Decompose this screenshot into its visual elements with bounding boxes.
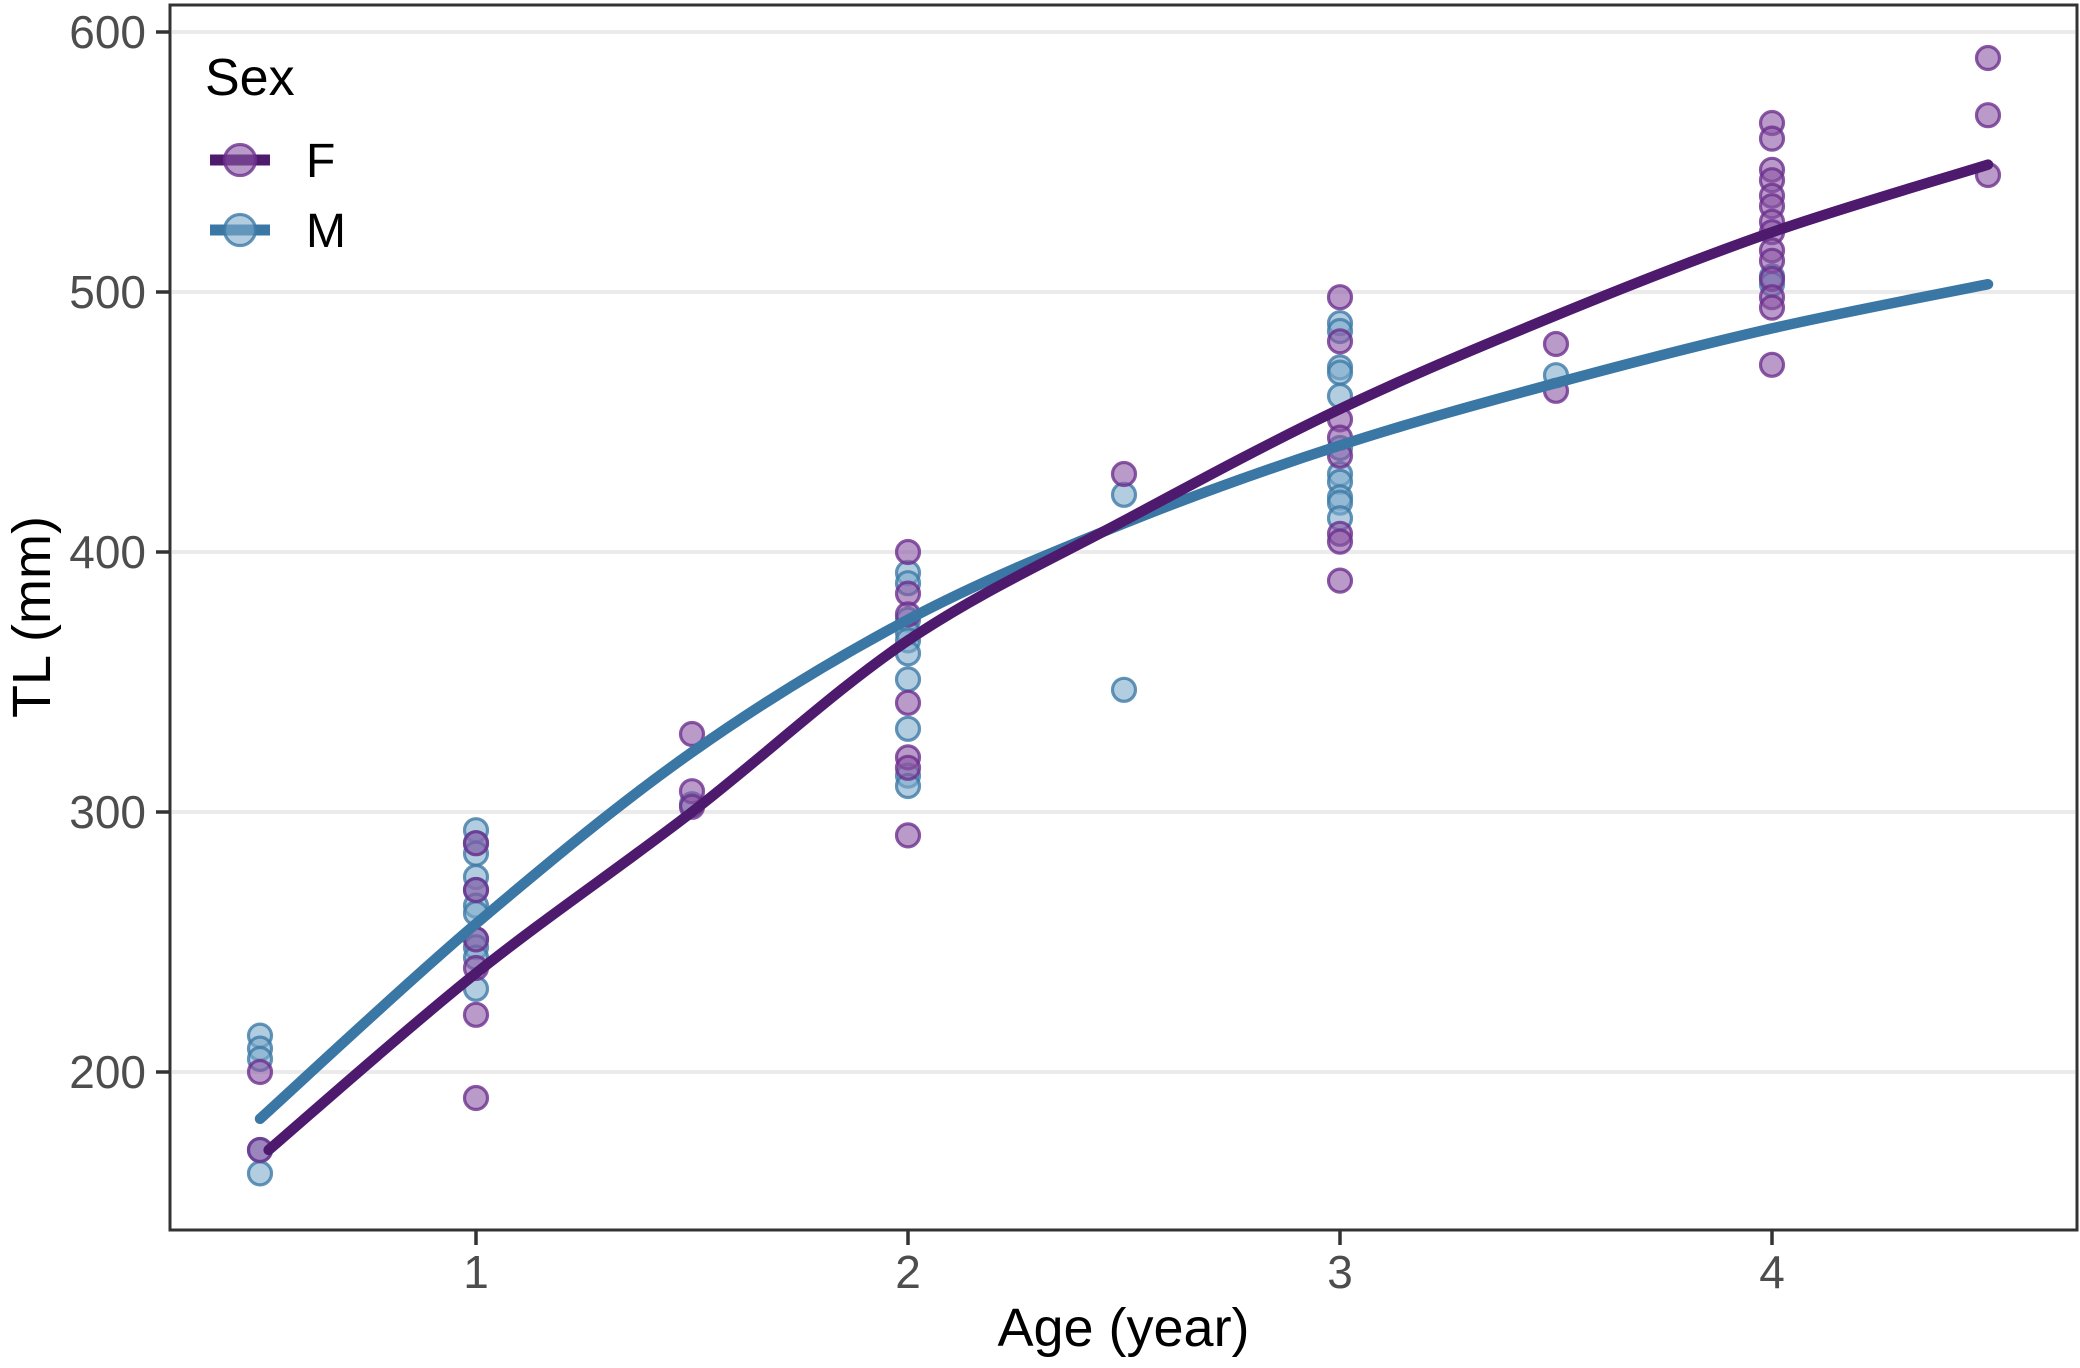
data-point-f — [1758, 294, 1786, 321]
x-tick-label: 2 — [895, 1246, 921, 1298]
plot-panel — [170, 5, 2077, 1230]
x-tick-label: 3 — [1327, 1246, 1353, 1298]
data-point-m — [1326, 359, 1354, 386]
y-tick-label: 400 — [69, 526, 146, 578]
data-point-f — [462, 1001, 490, 1028]
data-point-f — [1542, 330, 1570, 358]
data-point-f — [894, 538, 922, 566]
x-tick-label: 1 — [463, 1246, 489, 1298]
data-point-f — [462, 876, 490, 904]
data-point-f — [246, 1058, 274, 1086]
data-point-f — [462, 1084, 490, 1112]
x-axis-title: Age (year) — [997, 1298, 1249, 1358]
data-point-m — [894, 666, 922, 693]
legend-title: Sex — [205, 49, 295, 107]
legend-label-f: F — [306, 135, 335, 188]
data-point-f — [1326, 567, 1354, 594]
data-point-f — [894, 822, 922, 849]
data-point-f — [894, 754, 922, 781]
data-point-f — [1758, 351, 1786, 378]
fit-line-f — [263, 159, 1994, 1156]
data-point-m — [246, 1160, 274, 1187]
panel-border — [168, 3, 2079, 1232]
data-point-f — [1326, 528, 1354, 555]
data-point-f — [1974, 44, 2002, 72]
data-point-f — [894, 689, 922, 716]
data-point-f — [1326, 328, 1354, 355]
data-point-f — [462, 830, 490, 857]
data-point-f — [1974, 102, 2002, 129]
y-axis-title: TL (mm) — [2, 516, 62, 718]
y-tick-label: 300 — [69, 786, 146, 838]
y-tick-label: 200 — [69, 1046, 146, 1098]
data-point-f — [1326, 284, 1354, 311]
data-point-f — [678, 720, 706, 748]
legend-label-m: M — [306, 205, 346, 258]
data-point-f — [1110, 460, 1138, 488]
data-point-m — [894, 715, 922, 742]
legend-key-point-m — [222, 212, 258, 248]
legend-key-point-f — [222, 142, 258, 178]
x-tick-label: 4 — [1759, 1246, 1785, 1298]
y-tick-label: 600 — [69, 6, 146, 58]
data-point-m — [1110, 676, 1138, 703]
data-point-f — [1758, 125, 1786, 152]
y-tick-label: 500 — [69, 266, 146, 318]
